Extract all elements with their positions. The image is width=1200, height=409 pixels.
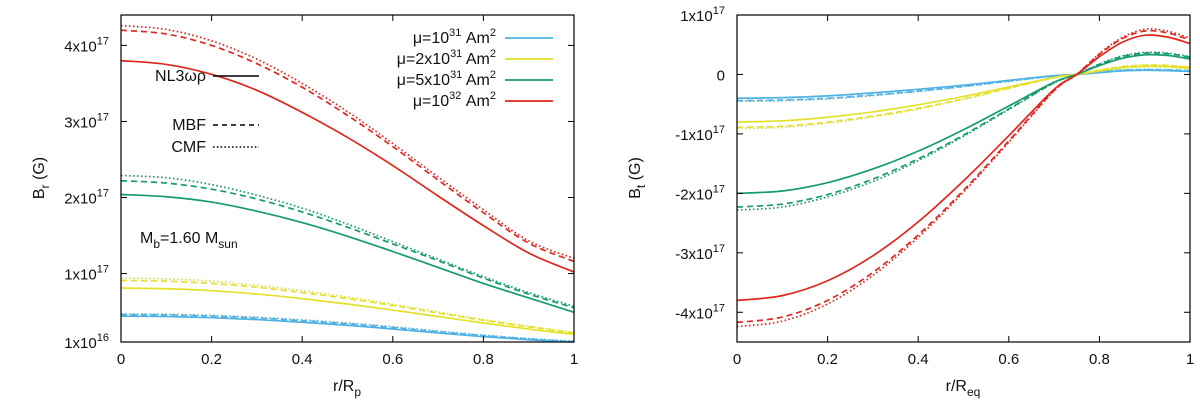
plot-frame-bt	[736, 14, 1191, 343]
legend-eos-label-nl3: NL3ωρ	[155, 68, 206, 85]
legend-moment-label-2: μ=5x1031 Am2	[397, 69, 496, 89]
panel-bt: 0 0.2 0.4 0.6 0.8 1 1x1017 0 -1x1017 -2x1017 -3x10…	[627, 5, 1194, 399]
xtick-label-br: 0.4	[292, 351, 313, 368]
xtick-label-bt: 1	[1186, 351, 1194, 368]
ytick-label-br: 3x1017	[64, 111, 109, 131]
ytick-label-bt: -2x1017	[675, 183, 725, 203]
series-bt-dashed-mu_1e32	[736, 29, 1191, 324]
series-br-dotted-mu_2e31	[120, 277, 575, 334]
legend-moment-label-0: μ=1031 Am2	[413, 27, 496, 47]
series-br-dashed-mu_1e32	[120, 29, 575, 263]
ytick-label-br: 4x1017	[64, 35, 109, 55]
series-bt-solid-mu_1e32	[736, 34, 1191, 302]
series-bt-dashed-mu_1e31	[736, 68, 1191, 102]
series-br-solid-mu_1e32	[120, 59, 575, 273]
plot-frame-br	[120, 14, 575, 343]
legend-eos: NL3ωρ MBF CMF	[155, 68, 259, 156]
xtick-label-bt: 0.2	[817, 351, 838, 368]
legend-eos-label-mbf: MBF	[172, 117, 206, 134]
series-bt-dotted-mu_1e32	[736, 28, 1191, 328]
legend-moment-label-1: μ=2x1031 Am2	[397, 48, 496, 68]
ytick-label-bt: 1x1017	[680, 5, 725, 25]
series-br-solid-mu_2e31	[120, 287, 575, 336]
ytick-label-br: 2x1017	[64, 188, 109, 208]
series-br-dotted-mu_1e31	[120, 313, 575, 343]
xtick-label-br: 1	[570, 351, 578, 368]
xtick-label-bt: 0.6	[998, 351, 1019, 368]
ytick-label-bt: -4x1017	[675, 302, 725, 322]
axes-br: 0 0.2 0.4 0.6 0.8 1 1x1016 1x1017 2x1017 3x1017 4x…	[64, 15, 578, 368]
ylabel-bt: Bt (G)	[627, 157, 648, 199]
xtick-label-br: 0.6	[382, 351, 403, 368]
series-br-solid-mu_1e31	[120, 315, 575, 343]
series-bt-solid-mu_2e31	[736, 65, 1191, 123]
ytick-label-br: 1x1016	[64, 332, 109, 352]
ytick-label-bt: -3x1017	[675, 243, 725, 263]
series-br-solid-mu_5e31	[120, 193, 575, 314]
axes-bt: 0 0.2 0.4 0.6 0.8 1 1x1017 0 -1x1017 -2x1017 -3x10…	[675, 5, 1194, 368]
panel-br: 0 0.2 0.4 0.6 0.8 1 1x1016 1x1017 2x1017 3x1017 4x…	[31, 14, 578, 399]
series-br-dashed-mu_5e31	[120, 179, 575, 309]
xtick-label-bt: 0.4	[908, 351, 929, 368]
series-bt-dotted-mu_2e31	[736, 64, 1191, 130]
xtick-label-br: 0.8	[473, 351, 494, 368]
legend-moment-label-3: μ=1032 Am2	[413, 90, 496, 110]
xtick-label-bt: 0	[733, 351, 741, 368]
series-bt-solid-mu_5e31	[736, 53, 1191, 195]
xtick-label-bt: 0.8	[1089, 351, 1110, 368]
ytick-label-bt: -1x1017	[675, 124, 725, 144]
xlabel-br: r/Rp	[333, 378, 361, 399]
series-br-dotted-mu_5e31	[120, 174, 575, 308]
ylabel-br: Br (G)	[31, 157, 52, 199]
ytick-label-br: 1x1017	[64, 264, 109, 284]
series-bt-dashed-mu_5e31	[736, 51, 1191, 208]
series-bt-dotted-mu_1e31	[736, 68, 1191, 103]
series-bt-dotted-mu_5e31	[736, 51, 1191, 211]
plot-area-br	[120, 24, 575, 343]
xlabel-bt: r/Req	[946, 378, 981, 399]
plot-area-bt	[736, 28, 1191, 328]
series-br-dashed-mu_1e31	[120, 313, 575, 343]
xtick-label-br: 0	[117, 351, 125, 368]
mass-annotation: Mb=1.60 Msun	[140, 230, 238, 251]
xtick-label-br: 0.2	[201, 351, 222, 368]
ytick-label-bt: 0	[717, 67, 725, 84]
legend-eos-label-cmf: CMF	[171, 139, 206, 156]
series-bt-solid-mu_1e31	[736, 69, 1191, 100]
